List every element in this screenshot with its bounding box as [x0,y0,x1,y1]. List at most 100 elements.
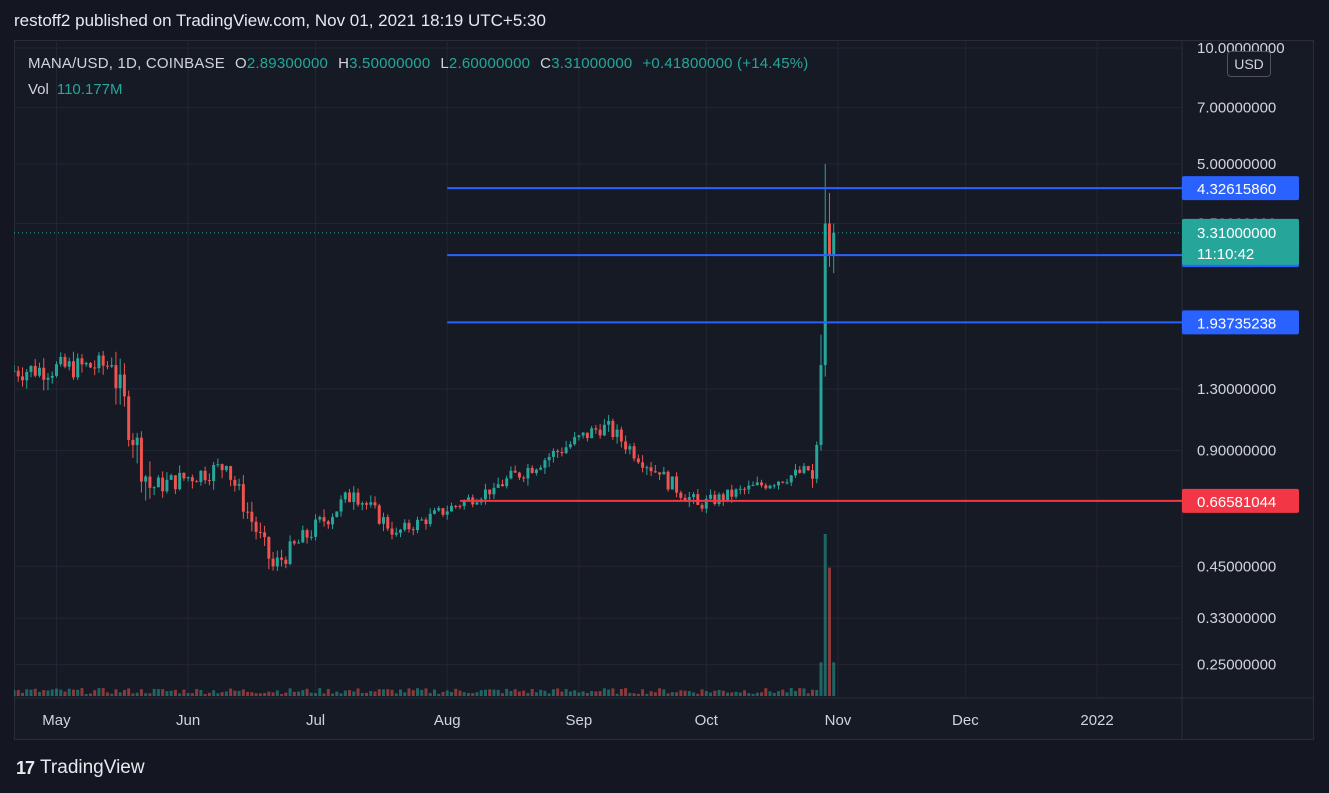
candle-body [220,464,224,471]
open-value: 2.89300000 [246,55,329,72]
candle-body [314,519,318,537]
countdown-label: 11:10:42 [1197,246,1254,263]
volume-bar [335,691,339,696]
volume-bar [182,689,186,696]
volume-bar [250,692,254,696]
footer-brand[interactable]: 17 TradingView [16,757,145,779]
volume-bar [594,691,598,696]
volume-bar [144,693,148,696]
time-tick-label: 2022 [1080,712,1113,729]
candle-body [449,505,453,512]
volume-bar [59,689,63,696]
candle-body [581,432,585,436]
volume-bar [127,688,131,696]
price-tick-label: 0.25000000 [1197,657,1276,674]
volume-bar [777,691,780,696]
candle-body [216,464,220,466]
publish-header: restoff2 published on TradingView.com, N… [14,11,546,30]
volume-bar [687,691,691,696]
candle-body [348,492,352,503]
volume-bar [93,690,97,696]
candle-body [556,451,560,453]
candle-body [670,476,674,490]
volume-bar [806,693,810,696]
volume-bar [63,691,67,696]
open-label: O [234,55,247,72]
volume-bar [110,693,114,696]
volume-bar [556,688,560,696]
volume-bar [267,691,271,696]
volume-bar [118,692,122,696]
volume-bar [670,692,674,696]
close-value: 3.31000000 [551,55,633,72]
time-tick-label: Aug [434,712,461,729]
candle-body [186,477,190,479]
candle-body [607,420,611,425]
candle-body [658,472,662,475]
volume-bar [755,692,759,696]
candle-body [403,522,407,530]
symbol-label[interactable]: MANA/USD, 1D, COINBASE [28,55,225,72]
candle-body [492,487,496,495]
volume-bar [122,690,126,696]
candle-body [292,541,296,544]
volume-bar [811,689,814,696]
volume-bar [233,690,237,696]
candle-body [624,441,628,450]
volume-bar [224,691,228,696]
candle-body [254,521,258,532]
candle-body [88,362,92,368]
volume-bar [369,690,373,696]
volume-bar [488,689,492,696]
candle-body [441,508,445,515]
candle-body [169,475,173,480]
candle-body [432,510,436,514]
volume-bar [692,692,696,696]
volume-bar [288,688,292,696]
candle-body [726,489,730,501]
candle-body [802,466,806,473]
volume-bar [832,662,836,696]
volume-bar [254,693,258,696]
candle-body [343,492,347,500]
volume-bar [360,692,364,696]
volume-bar [46,690,50,696]
candle-body [21,376,24,381]
candle-body [14,370,16,372]
time-tick-label: Jun [176,712,200,729]
candle-body [203,470,207,481]
candle-body [373,502,377,506]
volume-bar [611,688,615,696]
candle-body [199,470,203,482]
level-label-box [1182,488,1299,513]
currency-badge[interactable]: USD [1227,51,1271,77]
volume-bar [216,693,220,696]
volume-bar [428,692,432,696]
volume-bar [568,691,572,696]
volume-bar [607,689,611,696]
volume-bar [190,693,194,696]
candle-body [246,511,250,513]
candle-body [80,358,84,365]
candle-body [564,447,568,454]
candle-body [42,367,46,380]
candle-body [547,456,551,461]
high-label: H [338,55,350,72]
volume-bar [33,688,37,696]
candle-body [33,365,37,376]
volume-bar [666,693,670,696]
candle-body [641,462,645,468]
volume-bar [420,689,424,696]
candle-body [280,557,284,560]
volume-bar [794,691,797,696]
candle-body [709,494,713,499]
level-label-text: 0.66581044 [1197,494,1276,511]
price-chart[interactable]: 10.000000007.000000005.000000003.5000000… [14,40,1314,740]
volume-bar [161,689,165,696]
volume-bar [50,689,54,696]
volume-bar [696,693,700,696]
candle-body [331,517,335,525]
volume-bar [789,688,793,696]
candle-body [721,494,725,501]
volume-bar [207,692,211,696]
